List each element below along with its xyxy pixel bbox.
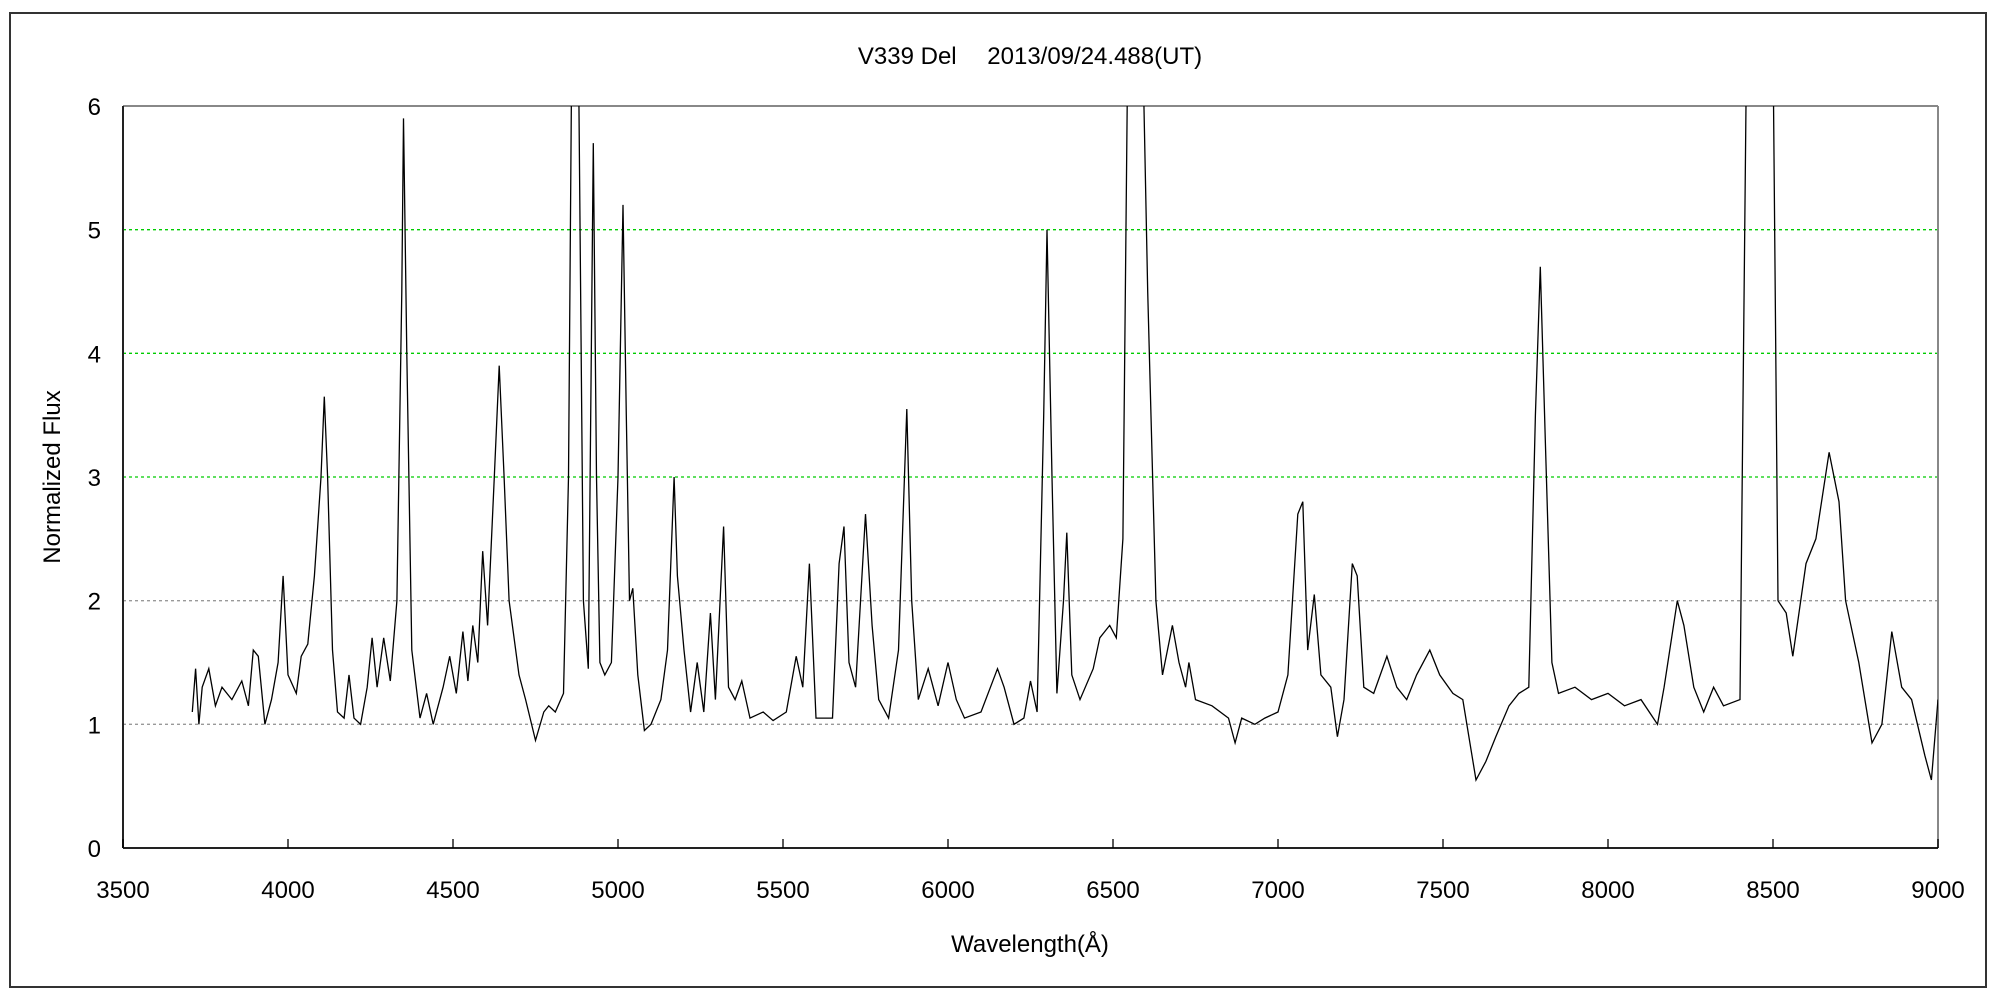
x-tick-label: 6000 — [921, 877, 974, 904]
y-tick-label: 4 — [88, 341, 101, 368]
x-tick-label: 9000 — [1911, 877, 1964, 904]
x-tick-label: 6500 — [1086, 877, 1139, 904]
y-tick-label: 0 — [88, 836, 101, 863]
x-tick-label: 8500 — [1746, 877, 1799, 904]
x-tick-label: 4000 — [261, 877, 314, 904]
y-tick-label: 3 — [88, 465, 101, 492]
y-tick-label: 1 — [88, 712, 101, 739]
x-tick-label: 4500 — [426, 877, 479, 904]
x-tick-label: 7000 — [1251, 877, 1304, 904]
chart-frame — [9, 12, 1987, 988]
x-tick-label: 8000 — [1581, 877, 1634, 904]
x-tick-label: 7500 — [1416, 877, 1469, 904]
x-tick-label: 5000 — [591, 877, 644, 904]
x-tick-label: 5500 — [756, 877, 809, 904]
x-axis-label: Wavelength(Å) — [951, 930, 1109, 958]
y-tick-label: 2 — [88, 589, 101, 616]
y-tick-label: 6 — [88, 94, 101, 121]
chart-title: V339 Del 2013/09/24.488(UT) — [858, 43, 1202, 70]
y-axis-label: Normalized Flux — [39, 390, 66, 563]
y-tick-label: 5 — [88, 218, 101, 245]
x-tick-label: 3500 — [96, 877, 149, 904]
series-line — [191, 106, 1938, 783]
